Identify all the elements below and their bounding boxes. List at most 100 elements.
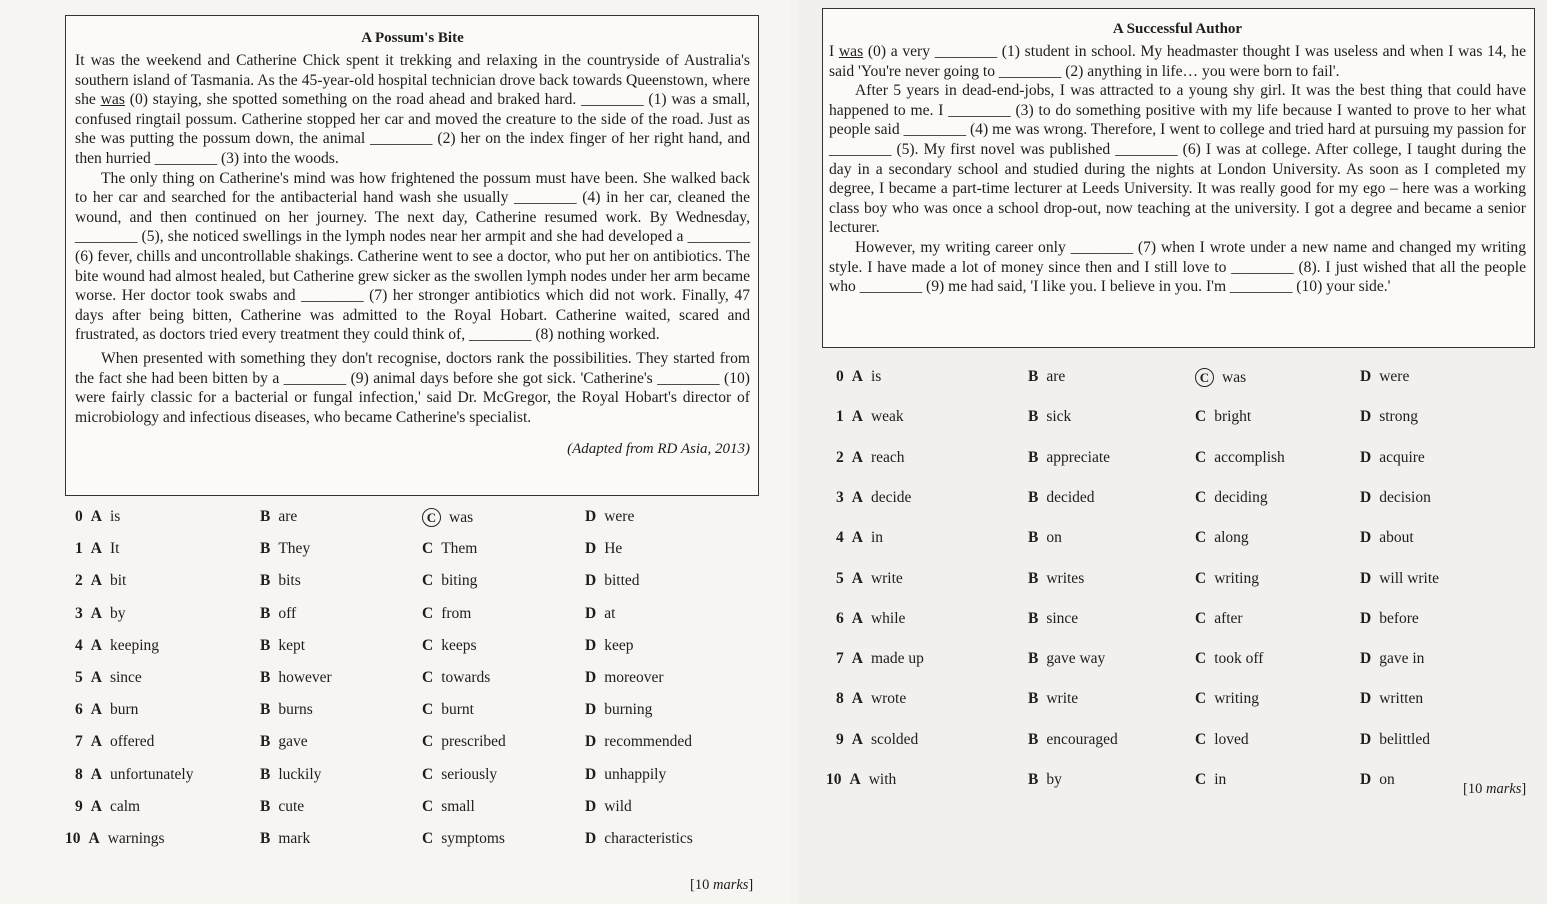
paragraph-2: After 5 years in dead-end-jobs, I was at…	[829, 82, 1526, 237]
question-number: 9	[836, 730, 844, 748]
option-text: with	[868, 771, 897, 788]
option-text: sick	[1046, 408, 1072, 426]
question-number: 7	[75, 733, 83, 751]
option-letter: C	[422, 733, 434, 751]
option-1-d[interactable]: D He	[585, 540, 622, 558]
option-1-b[interactable]: B They	[260, 540, 310, 558]
option-1-c[interactable]: C Them	[422, 540, 477, 558]
text: It was the weekend and Catherine Chick s…	[75, 52, 750, 109]
option-text: made up	[870, 650, 924, 668]
option-letter: D	[1360, 529, 1372, 547]
option-letter: B	[1028, 368, 1039, 385]
question-number: 3	[836, 488, 844, 506]
option-1-a[interactable]: 1 A It	[75, 540, 119, 558]
option-letter: C	[422, 830, 434, 847]
